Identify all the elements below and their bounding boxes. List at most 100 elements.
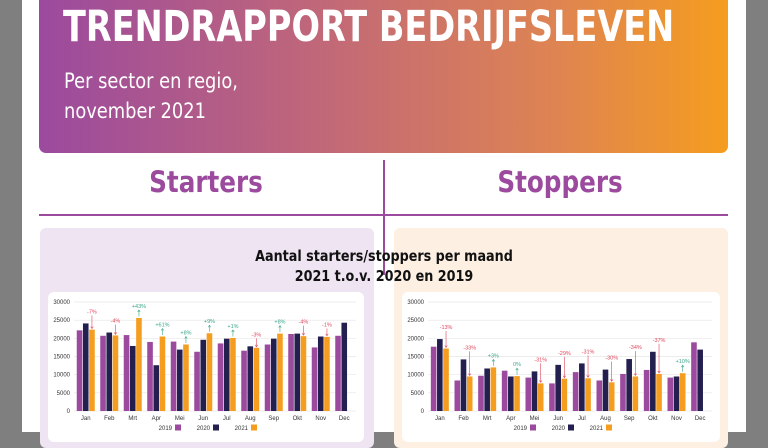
bar-2020 bbox=[673, 376, 680, 411]
legend-swatch bbox=[251, 424, 257, 431]
legend-label: 2019 bbox=[514, 426, 528, 432]
bar-2021 bbox=[561, 378, 568, 411]
bar-2020 bbox=[317, 336, 324, 411]
arrow-down-icon bbox=[444, 345, 448, 349]
x-tick-label: Jun bbox=[553, 416, 563, 422]
bar-2019 bbox=[643, 369, 650, 411]
bar-2020 bbox=[579, 363, 585, 411]
bar-2019 bbox=[454, 380, 461, 411]
bar-2021 bbox=[324, 336, 330, 411]
arrow-down-icon bbox=[633, 373, 637, 377]
x-tick-label: Jan bbox=[81, 416, 91, 422]
legend-label: 2019 bbox=[159, 426, 173, 432]
bar-2019 bbox=[147, 341, 153, 411]
arrow-down-icon bbox=[562, 375, 566, 379]
arrow-down-icon bbox=[657, 370, 661, 374]
y-tick-label: 20000 bbox=[407, 336, 424, 342]
arrow-down-icon bbox=[301, 332, 306, 336]
change-label: 0% bbox=[513, 362, 521, 368]
bar-2021 bbox=[466, 376, 473, 411]
legend-label: 2021 bbox=[590, 426, 604, 432]
subtitle-line-1: Per sector en regio, bbox=[64, 69, 238, 93]
arrow-up-icon bbox=[207, 324, 212, 328]
x-tick-label: Mrt bbox=[128, 416, 137, 422]
bar-2019 bbox=[288, 333, 294, 411]
change-label: +43% bbox=[132, 304, 146, 310]
bar-chart-svg: 0 5000 10000 15000 20000 25000 30000 Jan -13% Feb… bbox=[407, 300, 712, 432]
bar-2019 bbox=[170, 341, 177, 411]
arrow-down-icon bbox=[539, 380, 543, 383]
header-banner: TRENDRAPPORT BEDRIJFSLEVEN Per sector en… bbox=[39, 0, 728, 153]
arrow-down-icon bbox=[90, 326, 94, 330]
starters-chart: 0 5000 10000 15000 20000 25000 30000 Jan -7% Feb -… bbox=[48, 292, 364, 442]
x-tick-label: Okt bbox=[293, 416, 303, 422]
bar-2019 bbox=[241, 350, 247, 411]
y-tick-label: 25000 bbox=[407, 318, 424, 324]
bar-2021 bbox=[443, 348, 449, 411]
change-label: -4% bbox=[111, 319, 121, 325]
change-label: -33% bbox=[463, 345, 476, 351]
change-label: +10% bbox=[676, 359, 690, 365]
change-label: +1% bbox=[227, 324, 238, 330]
horizontal-divider bbox=[39, 214, 728, 216]
bar-2021 bbox=[159, 336, 166, 411]
change-label: -13% bbox=[440, 325, 453, 331]
change-label: -31% bbox=[582, 349, 595, 355]
arrow-up-icon bbox=[278, 325, 282, 328]
y-tick-label: 0 bbox=[67, 409, 71, 415]
bar-2020 bbox=[508, 376, 514, 411]
y-tick-label: 25000 bbox=[53, 318, 70, 324]
bar-2021 bbox=[679, 373, 686, 411]
y-tick-label: 15000 bbox=[53, 355, 70, 361]
x-tick-label: Feb bbox=[104, 416, 115, 422]
y-tick-label: 30000 bbox=[53, 300, 70, 306]
bar-2021 bbox=[136, 317, 142, 411]
bar-2021 bbox=[300, 336, 307, 411]
change-label: +9% bbox=[204, 319, 215, 325]
arrow-down-icon bbox=[468, 373, 472, 377]
bar-2020 bbox=[341, 322, 348, 411]
arrow-down-icon bbox=[113, 332, 118, 335]
bar-2021 bbox=[585, 378, 591, 411]
bar-2021 bbox=[89, 329, 95, 411]
bar-2020 bbox=[106, 332, 113, 411]
bar-2021 bbox=[277, 333, 283, 411]
bar-2019 bbox=[335, 335, 341, 411]
bar-2020 bbox=[437, 339, 443, 411]
x-tick-label: Jan bbox=[435, 416, 445, 422]
bar-2019 bbox=[123, 335, 130, 411]
bar-2019 bbox=[596, 380, 603, 411]
legend-swatch bbox=[175, 424, 181, 431]
arrow-down-icon bbox=[325, 333, 329, 337]
change-label: -7% bbox=[87, 309, 97, 315]
x-tick-label: Nov bbox=[315, 416, 326, 422]
bar-2021 bbox=[514, 376, 520, 411]
change-label: -29% bbox=[558, 351, 571, 357]
change-label: +61% bbox=[155, 323, 169, 329]
legend-swatch bbox=[568, 424, 574, 431]
bar-2019 bbox=[194, 351, 200, 411]
change-label: +3% bbox=[488, 353, 499, 359]
y-tick-label: 20000 bbox=[53, 336, 70, 342]
x-tick-label: Mei bbox=[175, 416, 185, 422]
bar-2019 bbox=[572, 372, 579, 411]
section-title-starters: Starters bbox=[149, 165, 263, 199]
change-label: -34% bbox=[629, 345, 642, 351]
legend-swatch bbox=[213, 424, 219, 431]
y-tick-label: 5000 bbox=[57, 391, 71, 397]
bar-2021 bbox=[656, 373, 662, 411]
stoppers-chart: 0 5000 10000 15000 20000 25000 30000 Jan -13% Feb… bbox=[402, 292, 720, 442]
bar-2019 bbox=[264, 344, 271, 411]
legend-swatch bbox=[606, 424, 612, 431]
bar-2019 bbox=[667, 377, 674, 411]
bar-2019 bbox=[478, 375, 484, 411]
chart-heading: Aantal starters/stoppers per maand 2021 … bbox=[22, 246, 746, 286]
arrow-down-icon bbox=[254, 344, 259, 348]
bar-2020 bbox=[153, 365, 160, 411]
y-tick-label: 30000 bbox=[407, 300, 424, 306]
x-tick-label: Feb bbox=[458, 416, 469, 422]
bar-2019 bbox=[100, 335, 106, 411]
arrow-up-icon bbox=[515, 367, 519, 371]
bar-2020 bbox=[531, 371, 538, 411]
bar-2020 bbox=[697, 349, 703, 411]
